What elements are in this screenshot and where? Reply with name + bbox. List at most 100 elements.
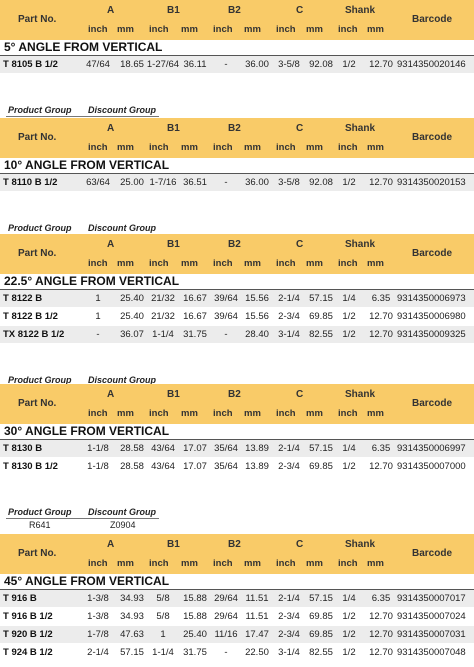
table-cell: 13.89	[245, 443, 269, 454]
table-cell: 34.93	[120, 593, 144, 604]
angle-heading: 30° ANGLE FROM VERTICAL	[0, 424, 474, 440]
spec-table: Part No. Barcode A B1 B2 C Shank inch mm inch mm in…	[0, 534, 474, 662]
table-cell: 2-1/4	[278, 443, 300, 454]
part-number: T 8130 B 1/2	[3, 461, 58, 472]
column-group-header: B2	[228, 389, 241, 400]
table-cell: 69.85	[309, 311, 333, 322]
table-cell: 22.50	[245, 647, 269, 658]
unit-header: inch	[276, 408, 296, 419]
column-group-header: Shank	[345, 5, 376, 16]
unit-header: mm	[117, 258, 134, 269]
table-cell: 36.51	[183, 177, 207, 188]
table-cell: 29/64	[214, 593, 238, 604]
column-group-header: A	[107, 123, 115, 134]
unit-header: mm	[367, 142, 384, 153]
column-group-header: Shank	[345, 539, 376, 550]
unit-header: inch	[149, 558, 169, 569]
unit-header: mm	[244, 258, 261, 269]
table-cell: 12.70	[369, 611, 393, 622]
column-group-header: B2	[228, 123, 241, 134]
unit-header: inch	[149, 24, 169, 35]
unit-header: inch	[338, 408, 358, 419]
column-group-header: A	[107, 239, 115, 250]
table-cell: 2-3/4	[278, 611, 300, 622]
unit-header: inch	[213, 24, 233, 35]
spec-table: Part No. Barcode A B1 B2 C Shank inch mm inch mm in…	[0, 234, 474, 344]
barcode-value: 9314350020153	[397, 177, 466, 188]
column-group-header: Shank	[345, 123, 376, 134]
column-group-header: C	[296, 123, 304, 134]
table-cell: 82.55	[309, 329, 333, 340]
unit-header: inch	[88, 558, 108, 569]
column-group-header: B2	[228, 5, 241, 16]
group-divider	[6, 116, 159, 117]
unit-header: inch	[276, 558, 296, 569]
table-cell: 5/8	[156, 611, 170, 622]
table-cell: 63/64	[86, 177, 110, 188]
table-cell: 12.70	[369, 177, 393, 188]
table-cell: 1	[95, 311, 101, 322]
unit-header: inch	[149, 258, 169, 269]
table-cell: 12.70	[369, 311, 393, 322]
barcode-value: 9314350006980	[397, 311, 466, 322]
table-row: T 8105 B 1/2 47/64 18.65 1-27/64 36.11 - 36.00…	[0, 56, 474, 74]
table-cell: 15.56	[245, 311, 269, 322]
barcode-value: 9314350020146	[397, 59, 466, 70]
unit-header: mm	[306, 258, 323, 269]
unit-header: mm	[367, 24, 384, 35]
unit-header: inch	[276, 142, 296, 153]
table-cell: 2-3/4	[278, 461, 300, 472]
unit-header: inch	[149, 408, 169, 419]
barcode-header: Barcode	[412, 398, 453, 409]
table-cell: 47/64	[86, 59, 110, 70]
table-cell: 92.08	[309, 177, 333, 188]
table-cell: 82.55	[309, 647, 333, 658]
table-cell: 2-1/4	[87, 647, 109, 658]
column-group-header: B1	[167, 123, 180, 134]
unit-header: mm	[117, 558, 134, 569]
product-group-value: R641	[29, 520, 51, 530]
barcode-value: 9314350006997	[397, 443, 466, 454]
table-cell: 1/2	[342, 611, 356, 622]
table-cell: 1-3/8	[87, 593, 109, 604]
unit-header: inch	[213, 258, 233, 269]
unit-header: mm	[367, 258, 384, 269]
table-cell: 36.00	[245, 177, 269, 188]
unit-header: mm	[367, 558, 384, 569]
unit-header: inch	[88, 142, 108, 153]
table-cell: 15.88	[183, 611, 207, 622]
unit-header: mm	[244, 24, 261, 35]
unit-header: mm	[181, 24, 198, 35]
table-cell: 11.51	[245, 593, 269, 604]
table-cell: 18.65	[120, 59, 144, 70]
discount-group-value: Z0904	[110, 520, 136, 530]
table-cell: 3-1/4	[278, 329, 300, 340]
table-cell: 25.40	[120, 293, 144, 304]
table-cell: 3-5/8	[278, 59, 300, 70]
barcode-header: Barcode	[412, 548, 453, 559]
part-number: T 924 B 1/2	[3, 647, 53, 658]
table-cell: 1/2	[342, 311, 356, 322]
unit-header: inch	[213, 408, 233, 419]
table-header: Part No. Barcode A B1 B2 C Shank inch mm inch mm in…	[0, 384, 474, 424]
table-row: T 8122 B 1/2 1 25.40 21/32 16.67 39/64 15.56 2-…	[0, 308, 474, 326]
unit-header: inch	[338, 558, 358, 569]
table-cell: 1-27/64	[146, 59, 180, 70]
unit-header: mm	[367, 408, 384, 419]
barcode-value: 9314350007031	[397, 629, 466, 640]
table-cell: 21/32	[151, 311, 175, 322]
table-cell: 25.40	[120, 311, 144, 322]
table-cell: 25.40	[183, 629, 207, 640]
barcode-header: Barcode	[412, 248, 453, 259]
barcode-value: 9314350007048	[397, 647, 466, 658]
barcode-value: 9314350007000	[397, 461, 466, 472]
unit-header: inch	[88, 24, 108, 35]
part-number: T 916 B 1/2	[3, 611, 53, 622]
table-header: Part No. Barcode A B1 B2 C Shank inch mm inch mm in…	[0, 118, 474, 158]
part-number: TX 8122 B 1/2	[3, 329, 65, 340]
unit-header: mm	[306, 408, 323, 419]
column-group-header: C	[296, 389, 304, 400]
table-cell: 1/4	[342, 443, 356, 454]
table-header: Part No. Barcode A B1 B2 C Shank inch mm inch mm in…	[0, 234, 474, 274]
table-row: T 920 B 1/2 1-7/8 47.63 1 25.40 11/16 17.47 2-3…	[0, 626, 474, 644]
